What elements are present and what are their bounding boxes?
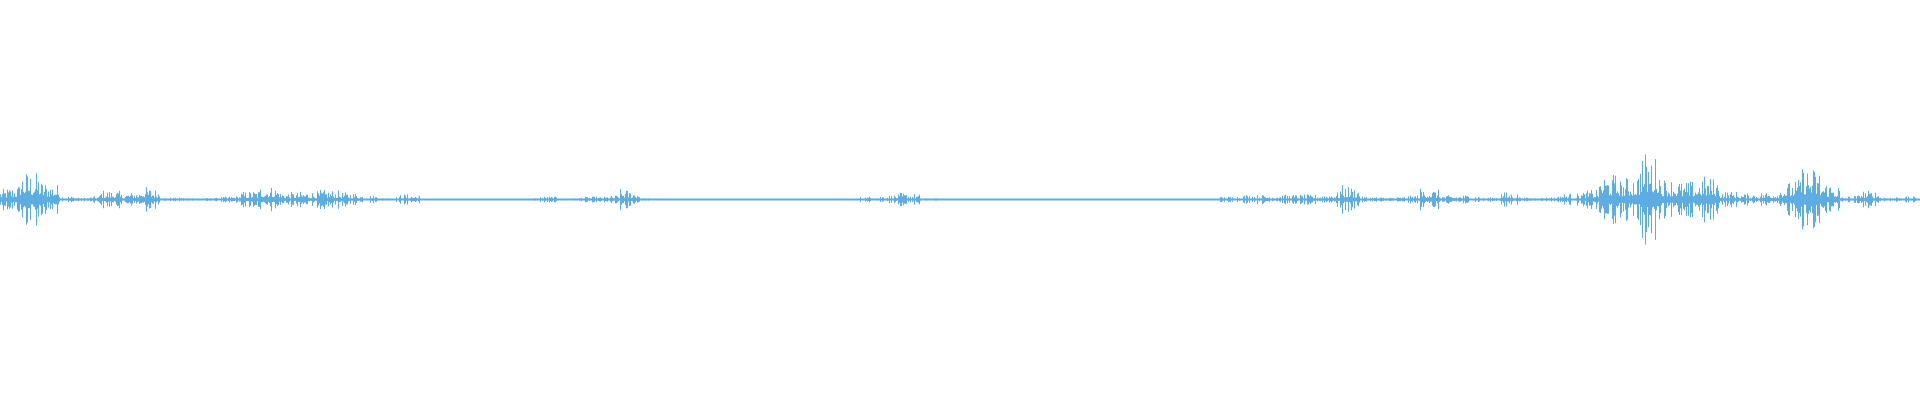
- waveform-baseline: [0, 198, 1920, 201]
